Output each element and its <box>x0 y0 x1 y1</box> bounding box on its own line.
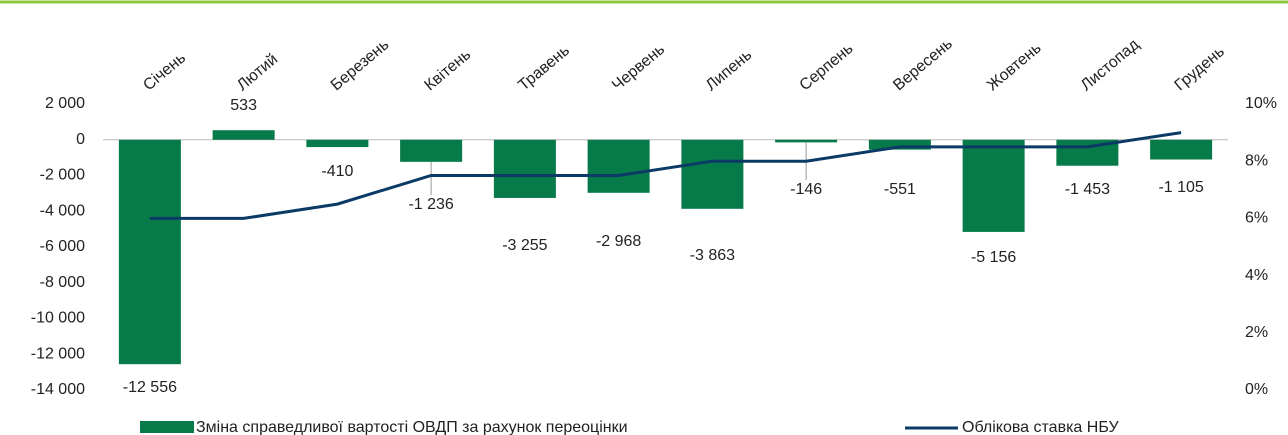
x-tick-label: Квітень <box>421 46 474 94</box>
y-tick-label: 2 000 <box>45 95 85 112</box>
y2-tick-label: 2% <box>1245 324 1268 341</box>
bar <box>587 139 650 193</box>
data-label: -146 <box>790 181 822 198</box>
bar <box>306 139 369 148</box>
y2-tick-label: 8% <box>1245 152 1268 169</box>
data-label: -2 968 <box>596 233 641 250</box>
data-label: -3 255 <box>502 237 547 254</box>
x-tick-label: Листопад <box>1078 36 1143 95</box>
x-tick-label: Січень <box>140 49 189 94</box>
x-tick-label: Березень <box>328 36 393 94</box>
data-label: -5 156 <box>971 249 1016 266</box>
rate-line <box>149 131 1182 220</box>
bar <box>212 130 275 140</box>
y2-tick-label: 6% <box>1245 210 1268 227</box>
x-tick-label: Травень <box>515 42 573 94</box>
data-label: -12 556 <box>123 379 177 396</box>
bar <box>1150 139 1213 160</box>
x-tick-label: Червень <box>609 41 668 94</box>
y-tick-label: -14 000 <box>31 381 85 398</box>
y2-tick-label: 4% <box>1245 267 1268 284</box>
x-tick-label: Вересень <box>890 35 956 94</box>
data-label: -551 <box>884 181 916 198</box>
data-label: -1 453 <box>1065 181 1110 198</box>
x-tick-label: Жовтень <box>984 40 1045 95</box>
data-label: -3 863 <box>690 247 735 264</box>
x-tick-label: Серпень <box>796 40 856 94</box>
y-tick-label: -12 000 <box>31 345 85 362</box>
data-label: -1 236 <box>408 196 453 213</box>
x-tick-label: Лютий <box>234 51 281 94</box>
bar <box>118 139 181 365</box>
data-label: -410 <box>321 163 353 180</box>
bar <box>775 139 838 143</box>
y-tick-label: -10 000 <box>31 310 85 327</box>
y-tick-label: -8 000 <box>40 274 85 291</box>
y-tick-label: -2 000 <box>40 167 85 184</box>
bar <box>962 139 1025 232</box>
y2-tick-label: 0% <box>1245 381 1268 398</box>
y2-tick-label: 10% <box>1245 95 1277 112</box>
y-tick-label: 0 <box>76 131 85 148</box>
bar <box>868 139 931 150</box>
x-tick-label: Липень <box>703 46 755 94</box>
bar <box>400 139 463 162</box>
y-tick-label: -4 000 <box>40 202 85 219</box>
legend-swatch <box>140 421 194 433</box>
data-label: 533 <box>230 97 257 114</box>
y-tick-label: -6 000 <box>40 238 85 255</box>
x-tick-label: Грудень <box>1171 43 1227 94</box>
bar <box>493 139 556 198</box>
legend-label: Зміна справедливої вартості ОВДП за раху… <box>196 419 628 435</box>
legend-label: Облікова ставка НБУ <box>962 419 1119 435</box>
bar <box>681 139 744 209</box>
data-label: -1 105 <box>1158 179 1203 196</box>
